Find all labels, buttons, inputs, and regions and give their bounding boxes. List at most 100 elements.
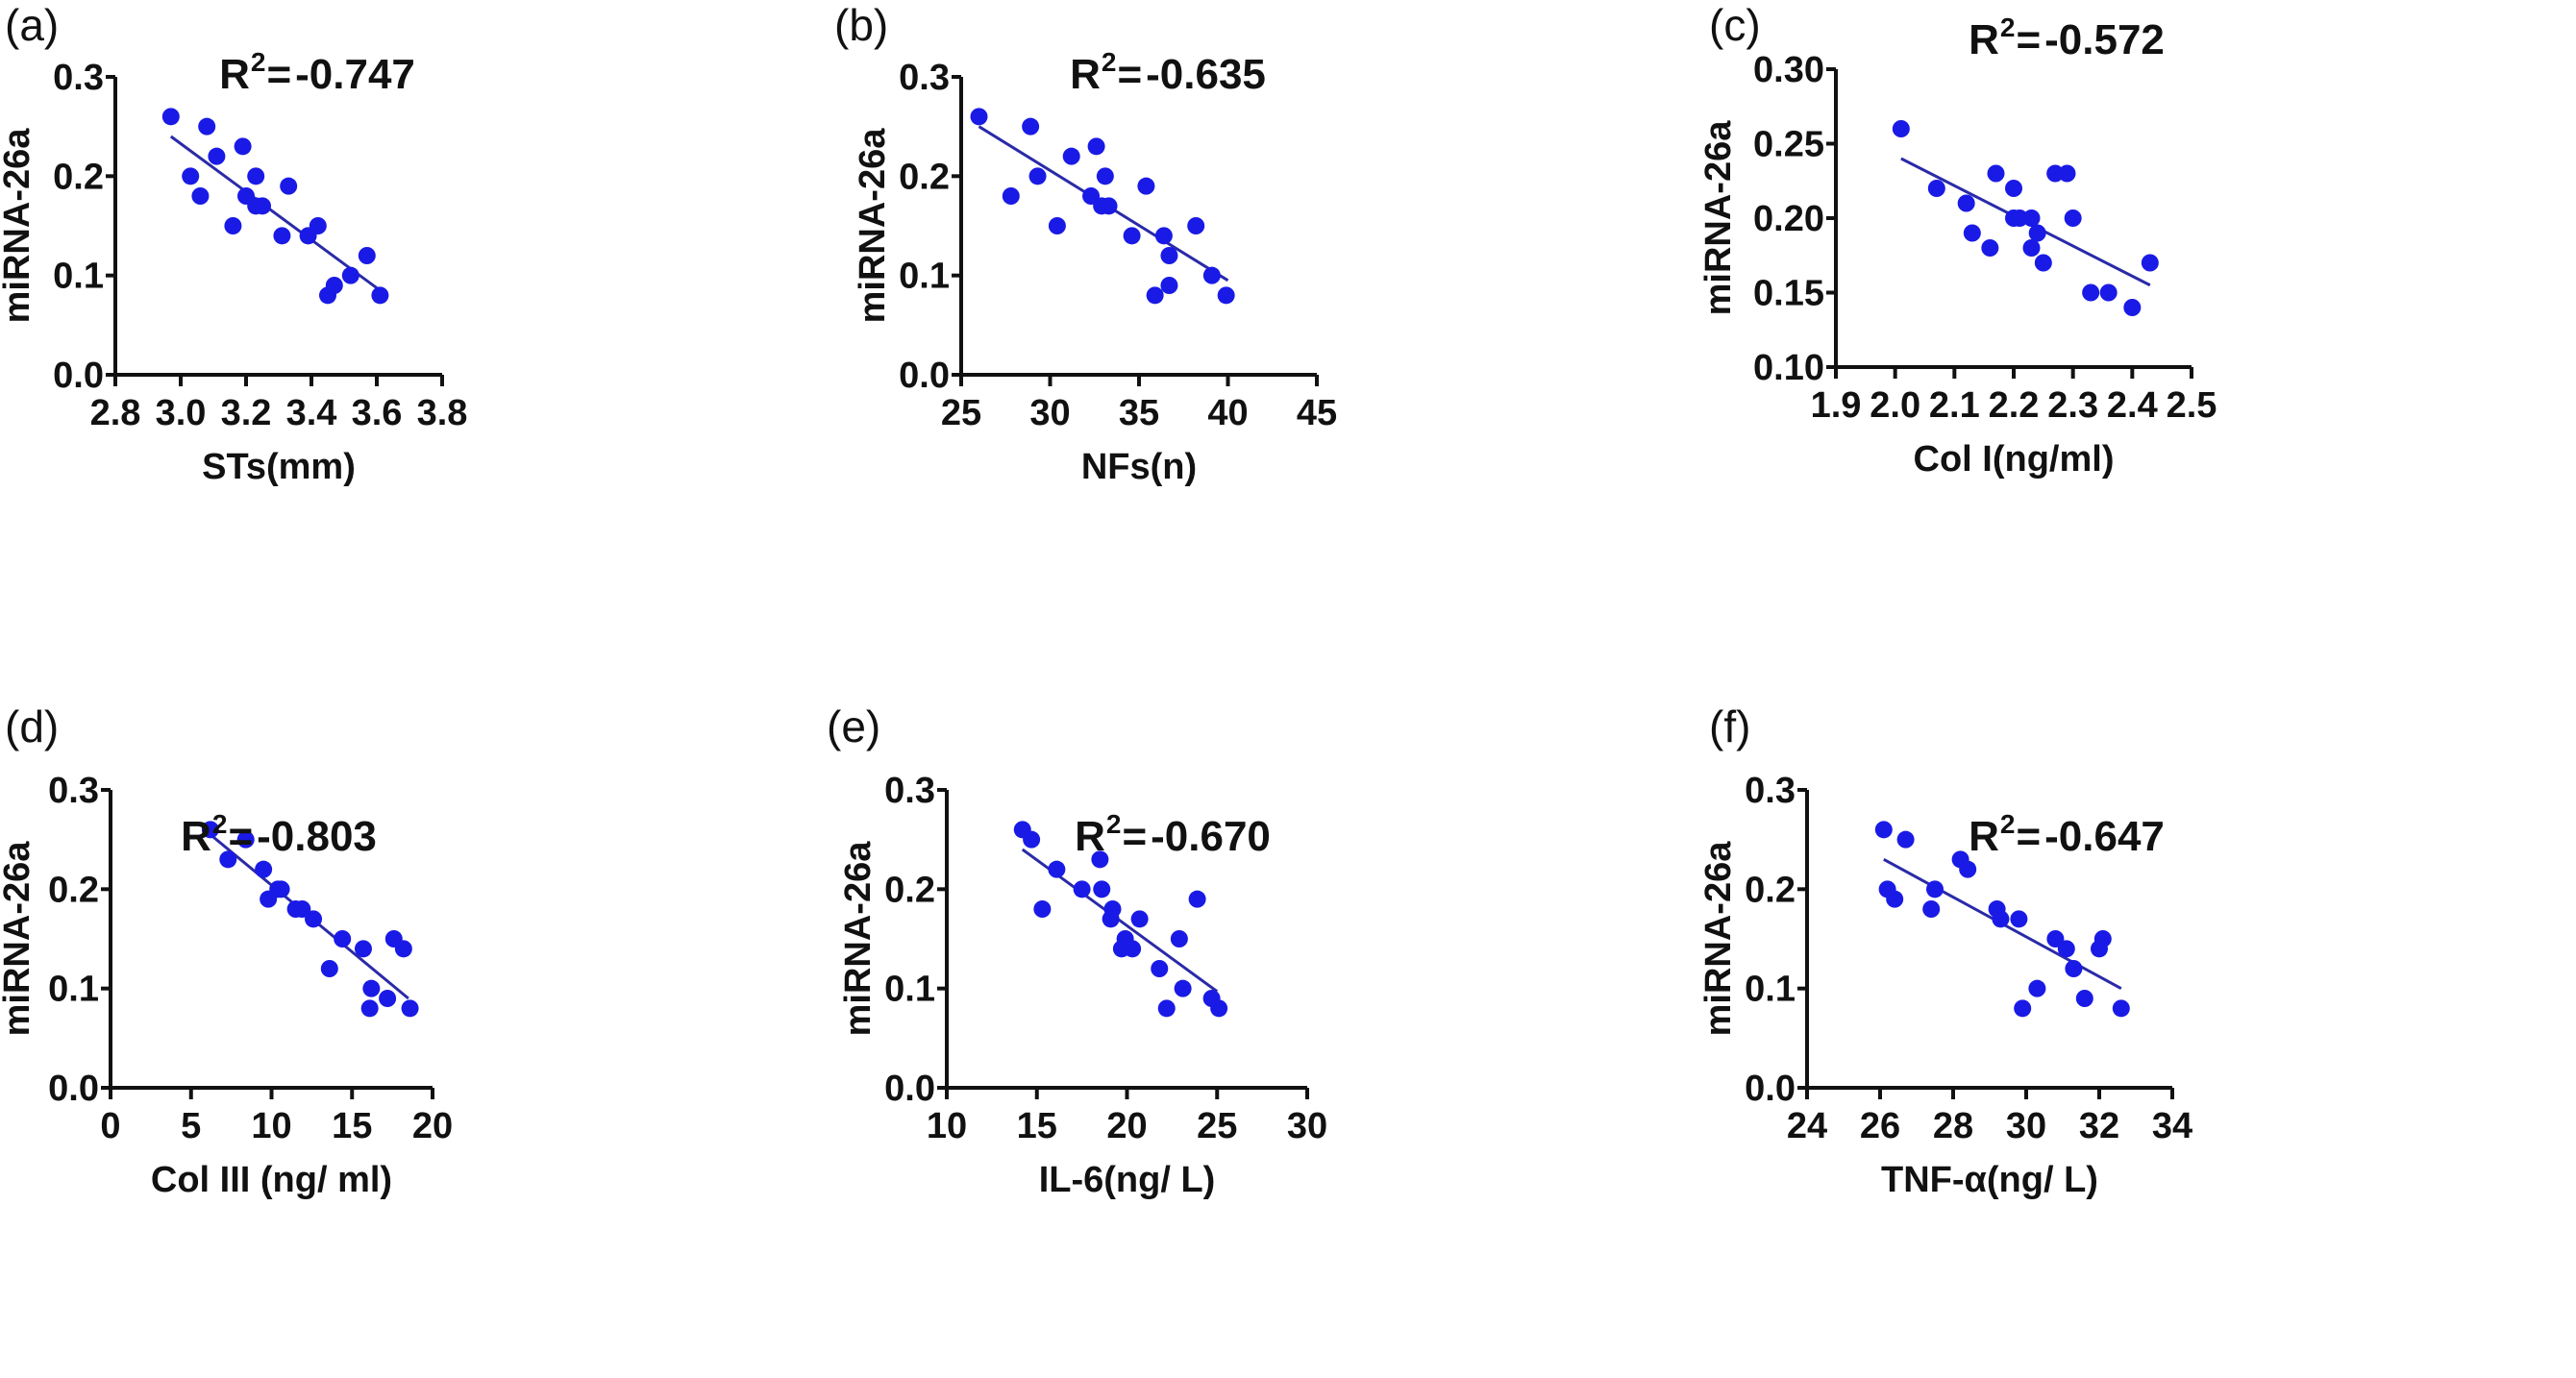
data-point (1146, 286, 1164, 305)
x-tick-label: 2.4 (2107, 385, 2158, 426)
y-tick-label: 0.2 (899, 157, 950, 197)
y-tick-label: 0.10 (1753, 348, 1824, 388)
equals-sign: = (228, 813, 253, 860)
data-point (2065, 960, 2083, 977)
data-point (2022, 209, 2041, 227)
panel-label: (c) (1709, 0, 1761, 50)
r-squared-annotation: R 2 = -0.670 (1075, 809, 1271, 860)
regression-line (169, 135, 382, 292)
r-squared-value: -0.803 (257, 813, 377, 860)
panel-label: (d) (5, 701, 59, 751)
y-tick-label: 0.30 (1753, 50, 1824, 90)
x-tick-label: 2.5 (2167, 385, 2217, 426)
data-point (362, 979, 381, 997)
x-tick-label: 30 (1029, 393, 1070, 433)
data-point (2082, 283, 2100, 302)
r-symbol: R (1075, 813, 1105, 860)
panel-d: (d) 0 5 10 15 20 0.0 0.1 0.2 0.3 miRNA-26a Col III … (0, 701, 453, 1200)
data-point (1048, 217, 1066, 234)
data-point (247, 167, 265, 185)
data-point (1048, 860, 1066, 878)
data-point (1102, 910, 1120, 928)
y-tick-label: 0.15 (1753, 274, 1824, 314)
r-symbol: R (1969, 16, 1999, 63)
data-point (1137, 177, 1155, 195)
data-point (2075, 990, 2093, 1007)
data-point (2014, 999, 2032, 1018)
data-point (1926, 880, 1944, 898)
data-point (2091, 940, 2108, 958)
x-tick-label: 20 (412, 1106, 453, 1146)
x-tick-label: 35 (1119, 393, 1159, 433)
data-point (1922, 900, 1941, 918)
data-point (2022, 239, 2041, 257)
x-axis-label: Col I(ng/ml) (1914, 439, 2115, 480)
x-axis-label: NFs(n) (1081, 447, 1197, 487)
y-tick-label: 0.0 (53, 356, 104, 396)
x-tick-label: 0 (100, 1106, 120, 1146)
y-axis-label: miRNA-26a (1698, 841, 1739, 1037)
data-point (2112, 999, 2130, 1018)
r-squared-annotation: R 2 = -0.572 (1969, 12, 2165, 63)
r-squared-annotation: R 2 = -0.635 (1070, 47, 1266, 98)
r-symbol: R (181, 813, 211, 860)
data-point (2005, 180, 2022, 197)
data-point (191, 187, 210, 205)
data-point (272, 880, 290, 898)
data-point (1100, 197, 1118, 215)
x-tick-label: 15 (1017, 1106, 1057, 1146)
panel-label: (a) (5, 0, 59, 50)
data-point (1073, 880, 1091, 898)
y-tick-label: 0.3 (48, 771, 99, 811)
superscript-2: 2 (212, 809, 228, 839)
data-point (236, 830, 255, 849)
x-tick-label: 2.0 (1870, 385, 1920, 426)
data-point (1087, 137, 1105, 156)
data-point (1217, 286, 1235, 305)
data-point (1981, 239, 1999, 257)
y-tick-label: 0.2 (48, 870, 99, 910)
data-point (1154, 227, 1173, 245)
data-point (1151, 960, 1169, 977)
x-tick-label: 2.3 (2047, 385, 2098, 426)
data-point (371, 286, 389, 305)
y-tick-label: 0.3 (1745, 771, 1796, 811)
data-point (1028, 167, 1047, 185)
data-point (1022, 117, 1040, 135)
data-point (1157, 999, 1176, 1018)
data-point (1957, 194, 1975, 212)
data-point (280, 177, 298, 195)
x-tick-label: 10 (927, 1106, 967, 1146)
y-tick-label: 0.1 (884, 970, 935, 1010)
equals-sign: = (2016, 16, 2041, 63)
data-point (2046, 164, 2065, 183)
data-point (379, 990, 397, 1007)
panel-c: (c) 1.9 2.0 2.1 2.2 2.3 2.4 2.5 0.10 0.15 0.20 0.25… (1698, 0, 2217, 480)
equals-sign: = (2016, 813, 2041, 860)
x-axis-label: IL-6(ng/ L) (1039, 1160, 1216, 1200)
panel-a: (a) 2.8 3.0 3.2 3.4 3.6 3.8 0.0 0.1 0.2 0.3 miRNA-2… (0, 0, 467, 487)
r-symbol: R (1969, 813, 1999, 860)
y-tick-label: 0.1 (899, 257, 950, 297)
y-tick-label: 0.3 (53, 58, 104, 98)
data-point (1124, 940, 1142, 958)
r-squared-annotation: R 2 = -0.747 (219, 47, 415, 98)
y-axis-label: miRNA-26a (0, 841, 37, 1037)
x-tick-label: 25 (941, 393, 981, 433)
x-tick-label: 40 (1207, 393, 1248, 433)
data-point (182, 167, 200, 185)
data-point (2057, 940, 2075, 958)
x-tick-label: 3.8 (417, 393, 468, 433)
data-point (1959, 860, 1977, 878)
y-tick-label: 0.1 (53, 257, 104, 297)
data-point (394, 940, 412, 958)
data-point (254, 197, 271, 215)
x-tick-label: 3.2 (221, 393, 272, 433)
data-point (2011, 209, 2029, 227)
x-axis-label: Col III (ng/ ml) (151, 1160, 392, 1200)
r-symbol: R (219, 51, 250, 98)
x-tick-label: 32 (2079, 1106, 2119, 1146)
